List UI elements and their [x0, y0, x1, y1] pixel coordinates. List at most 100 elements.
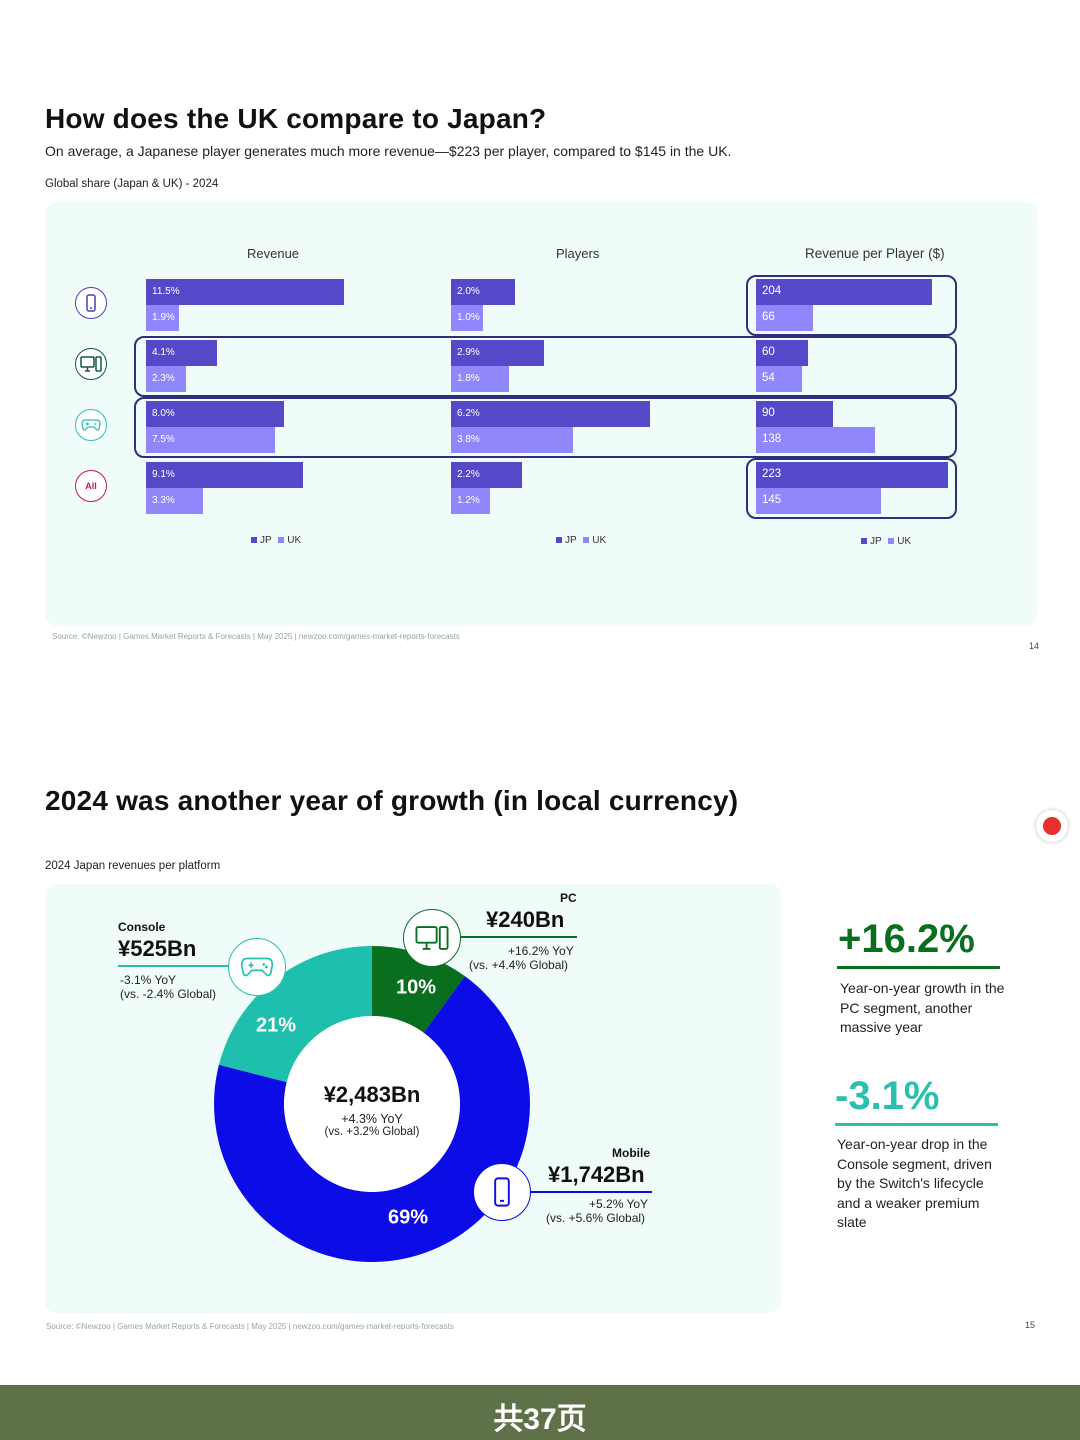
bar-value-label: 1.2%: [457, 495, 480, 506]
bar-revenue-per-player-console-uk: 138: [756, 427, 875, 453]
slide2-source: Source: ©Newzoo | Games Market Reports &…: [46, 1322, 454, 1331]
bar-value-label: 1.8%: [457, 373, 480, 384]
stat-console-text: Year-on-year drop in the Console segment…: [837, 1136, 992, 1230]
bar-value-label: 1.9%: [152, 312, 175, 323]
bar-value-label: 11.5%: [152, 286, 180, 297]
donut-slice-pc: [372, 946, 465, 1033]
bar-value-label: 2.2%: [457, 469, 480, 480]
bar-players-pc-uk: 1.8%: [451, 366, 509, 392]
slide1-title: How does the UK compare to Japan?: [45, 103, 547, 134]
donut-labels: 10% 69% 21%: [256, 976, 436, 1228]
legend-jp-swatch: [861, 538, 867, 545]
slide1-chart-caption: Global share (Japan & UK) - 2024: [45, 178, 219, 190]
stat-pc-text: Year-on-year growth in the PC segment, a…: [840, 980, 1005, 1035]
bar-revenue-per-player-console-jp: 90: [756, 401, 834, 427]
console-callout-value: ¥525Bn: [118, 936, 197, 961]
pc-callout-icon: [403, 909, 461, 967]
all-icon-label: All: [85, 481, 97, 491]
bar-players-mobile-uk: 1.0%: [451, 305, 484, 331]
players-column-title: Players: [556, 246, 600, 261]
bar-players-all-uk: 1.2%: [451, 488, 490, 514]
legend-jp-label: JP: [260, 535, 272, 546]
bar-value-label: 145: [762, 494, 782, 506]
legend-uk-label: UK: [287, 535, 302, 546]
pc-callout-global: (vs. +4.4% Global): [469, 958, 569, 972]
legend-jp-swatch: [556, 537, 562, 544]
bar-value-label: 7.5%: [152, 434, 175, 445]
pc-callout-value: ¥240Bn: [486, 907, 565, 932]
bar-players-console-uk: 3.8%: [451, 427, 573, 453]
slide1-source: Source: ©Newzoo | Games Market Reports &…: [52, 632, 460, 641]
bar-value-label: 66: [762, 311, 775, 323]
legend-players: JP UK: [556, 535, 606, 546]
legend-uk-label: UK: [897, 536, 912, 547]
bar-revenue-pc-jp: 4.1%: [146, 340, 217, 366]
legend-jp-swatch: [251, 537, 257, 544]
pc-callout-line: [455, 936, 577, 938]
console-callout-yoy: -3.1% YoY: [120, 973, 177, 987]
console-callout-name: Console: [118, 920, 166, 934]
all-icon: All: [75, 470, 107, 502]
bar-players-mobile-jp: 2.0%: [451, 279, 516, 305]
revenue-column-title: Revenue: [247, 246, 300, 261]
bar-players-console-jp: 6.2%: [451, 401, 650, 427]
bar-value-label: 54: [762, 372, 775, 384]
slide2-page-number: 15: [1025, 1320, 1036, 1330]
bar-value-label: 2.3%: [152, 373, 175, 384]
bar-players-all-jp: 2.2%: [451, 462, 522, 488]
donut-center-global: (vs. +3.2% Global): [324, 1126, 420, 1138]
bar-players-pc-jp: 2.9%: [451, 340, 545, 366]
slide1-subtitle: On average, a Japanese player generates …: [45, 143, 732, 159]
legend-uk-label: UK: [592, 535, 607, 546]
legend-rpp: JP UK: [861, 536, 911, 547]
record-dot-icon: [1043, 817, 1061, 835]
mobile-icon: [75, 287, 107, 319]
console-callout-icon: [228, 938, 286, 996]
stat-console-drop: -3.1%: [835, 1074, 940, 1118]
console-icon: [75, 409, 107, 441]
bar-value-label: 4.1%: [152, 347, 175, 358]
donut-center-value: ¥2,483Bn: [323, 1082, 421, 1107]
pc-callout-yoy: +16.2% YoY: [508, 944, 574, 958]
highlight-box-console-row: [134, 397, 957, 458]
mobile-callout-icon: [473, 1163, 531, 1221]
mobile-callout-value: ¥1,742Bn: [548, 1162, 645, 1187]
pc-icon: [75, 348, 107, 380]
bar-value-label: 6.2%: [457, 408, 480, 419]
donut-slice-console: [218, 946, 372, 1083]
bar-value-label: 60: [762, 346, 775, 358]
legend-uk-swatch: [278, 537, 285, 544]
bar-value-label: 2.0%: [457, 286, 480, 297]
bar-revenue-per-player-mobile-uk: 66: [756, 305, 813, 331]
donut-slice-mobile: [214, 976, 531, 1263]
highlight-box-pc-row: [134, 336, 957, 397]
stat-pc-underline: [837, 966, 1000, 969]
bar-value-label: 3.8%: [457, 434, 480, 445]
mobile-callout-name: Mobile: [612, 1146, 650, 1160]
revenue-per-player-column-title: Revenue per Player ($): [805, 246, 945, 261]
donut-label-console: 21%: [256, 1014, 296, 1036]
bar-revenue-per-player-pc-uk: 54: [756, 366, 803, 392]
pc-callout-name: PC: [560, 891, 577, 905]
bar-revenue-mobile-uk: 1.9%: [146, 305, 179, 331]
bar-revenue-all-jp: 9.1%: [146, 462, 303, 488]
bar-value-label: 223: [762, 468, 782, 480]
bar-value-label: 3.3%: [152, 495, 175, 506]
bar-revenue-mobile-jp: 11.5%: [146, 279, 344, 305]
page-count-footer: 共37页: [0, 1385, 1080, 1440]
legend-uk-swatch: [583, 537, 590, 544]
bar-value-label: 138: [762, 433, 782, 445]
mobile-callout-yoy: +5.2% YoY: [589, 1197, 649, 1211]
bar-value-label: 90: [762, 407, 775, 419]
record-button[interactable]: [1036, 810, 1068, 842]
bar-value-label: 8.0%: [152, 408, 175, 419]
bar-revenue-pc-uk: 2.3%: [146, 366, 186, 392]
donut-hole: [284, 1016, 460, 1192]
bar-revenue-all-uk: 3.3%: [146, 488, 203, 514]
bar-revenue-per-player-mobile-jp: 204: [756, 279, 932, 305]
highlight-box-all-rpp: [746, 458, 957, 519]
donut-center-yoy: +4.3% YoY: [341, 1112, 403, 1126]
bar-value-label: 2.9%: [457, 347, 480, 358]
stat-pc-growth: +16.2%: [838, 917, 975, 961]
